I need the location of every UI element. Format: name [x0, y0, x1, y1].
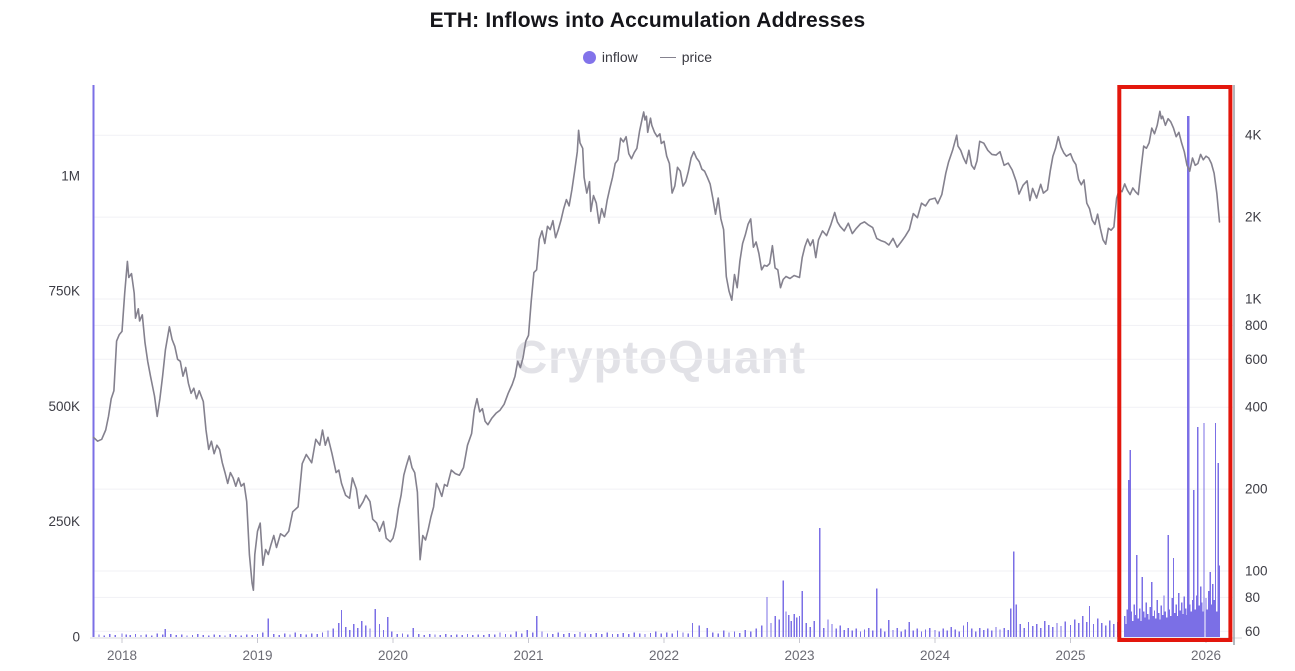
left-tick-label: 250K: [48, 514, 80, 529]
highlight-box: [1117, 85, 1233, 642]
year-tick-label: 2025: [1055, 648, 1085, 663]
price-line-series: [92, 110, 1221, 591]
price-line-icon: [659, 56, 676, 58]
right-tick-label: 1K: [1245, 292, 1262, 307]
year-tick-label: 2021: [513, 648, 543, 663]
right-tick-label: 100: [1245, 564, 1268, 579]
right-tick-label: 60: [1245, 624, 1260, 639]
page-title: ETH: Inflows into Accumulation Addresses: [429, 9, 866, 32]
right-tick-label: 80: [1245, 590, 1260, 605]
year-tick-label: 2019: [242, 648, 272, 663]
right-tick-label: 600: [1245, 352, 1268, 367]
legend: inflow price: [0, 49, 1295, 65]
legend-inflow-label: inflow: [601, 49, 638, 65]
right-tick-label: 800: [1245, 318, 1268, 333]
right-tick-label: 200: [1245, 482, 1268, 497]
gridlines: [93, 134, 1233, 632]
legend-item-price[interactable]: price: [659, 49, 713, 65]
year-tick-label: 2023: [784, 648, 814, 663]
year-tick-label: 2026: [1191, 648, 1221, 663]
inflow-dot-icon: [582, 50, 596, 64]
year-tick-label: 2020: [378, 648, 408, 663]
year-tick-label: 2018: [107, 648, 137, 663]
right-axis-labels: 60 80 100 200 400 600 800 1K 2K 4K: [1245, 128, 1268, 639]
right-tick-label: 400: [1245, 400, 1268, 415]
left-tick-label: 0: [72, 630, 80, 645]
left-tick-label: 750K: [48, 284, 80, 299]
legend-item-inflow[interactable]: inflow: [582, 49, 638, 65]
left-tick-label: 1M: [61, 168, 80, 183]
right-tick-label: 4K: [1245, 128, 1262, 143]
year-tick-label: 2022: [649, 648, 679, 663]
year-tick-label: 2024: [920, 648, 951, 663]
right-tick-label: 2K: [1245, 210, 1262, 225]
left-axis-labels: 0 250K 500K 750K 1M: [48, 168, 80, 644]
legend-price-label: price: [681, 49, 713, 65]
left-tick-label: 500K: [48, 399, 80, 414]
x-axis-labels: 2018 2019 2020 2021 2022 2023 2024 2025 2026: [107, 638, 1221, 663]
axes: [90, 85, 1242, 645]
inflow-bars-series: [92, 85, 1221, 638]
